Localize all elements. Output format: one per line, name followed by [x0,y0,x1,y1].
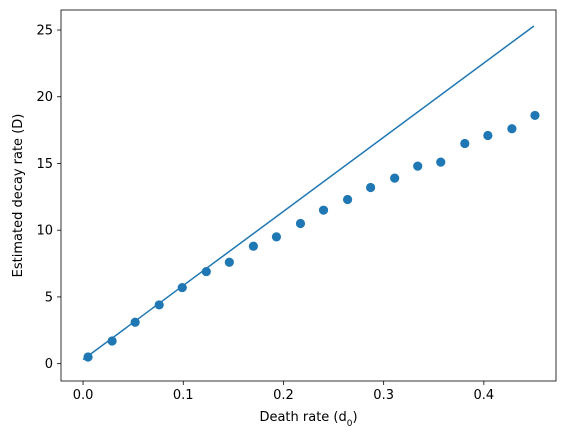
y-axis: 0 5 10 15 20 25 [36,24,61,372]
data-point [342,194,353,205]
y-tick-label: 20 [36,90,53,105]
y-axis-label: Estimated decay rate (D) [11,114,26,278]
data-point [154,300,164,310]
data-point [177,282,187,293]
x-axis-label-subscript: 0 [347,419,353,429]
y-tick-label: 15 [36,157,53,172]
x-tick-label: 0.3 [373,388,394,403]
data-point [271,232,282,242]
x-tick-label: 0.1 [173,388,194,403]
data-point [507,124,517,134]
y-tick-label: 10 [36,224,53,239]
data-point [130,317,140,327]
data-point [436,157,446,167]
plot-area [61,10,556,381]
x-axis-label: Death rate (d0) [259,410,357,429]
plot-frame [60,9,557,382]
x-tick-label: 0.0 [73,388,94,403]
data-point [530,110,540,121]
data-point [460,138,470,149]
x-axis: 0.0 0.1 0.2 0.3 0.4 [73,381,494,403]
data-point [83,352,93,362]
data-point [295,218,306,229]
data-point [224,257,234,267]
data-point [318,205,329,215]
x-axis-label-text: Death rate (d [259,410,346,425]
data-point [201,266,211,277]
y-tick-label: 5 [45,290,53,305]
data-point [366,182,376,193]
y-tick-label: 0 [45,357,53,372]
data-point [390,173,400,183]
x-axis-label-end: ) [352,410,357,425]
data-point [483,130,493,141]
data-point [413,161,423,171]
data-point [107,336,117,346]
series-layer [82,25,540,362]
x-tick-label: 0.2 [273,388,294,403]
y-tick-label: 25 [36,24,53,39]
x-tick-label: 0.4 [474,388,495,403]
data-point [248,241,258,251]
